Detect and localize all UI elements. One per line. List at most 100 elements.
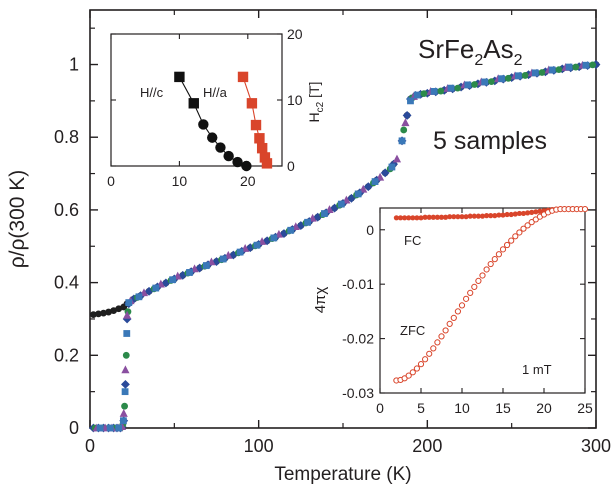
- chi-x-tick-label: 5: [417, 400, 425, 416]
- chi-series-0-point: [455, 214, 461, 220]
- chi-series-0-point: [467, 213, 473, 219]
- chi-series-1-point: [532, 216, 539, 223]
- hc2-inset-axes: 0 10 20 0 10 20: [107, 26, 303, 189]
- chi-series-1-point: [405, 372, 412, 379]
- chi-x-tick-label: 25: [577, 400, 593, 416]
- main-series-1-point: [380, 168, 390, 178]
- chi-x-tick-label: 10: [454, 400, 470, 416]
- main-series-4-point: [152, 284, 160, 292]
- chi-series-0-point: [504, 211, 510, 218]
- chi-series-0-point: [451, 214, 457, 220]
- field-annotation: 1 mT: [522, 362, 552, 377]
- hc2-series-1-point: [254, 133, 265, 144]
- chi-series-1-point: [471, 283, 478, 290]
- chi-series-0-point: [520, 210, 527, 217]
- main-y-tick-label: 0: [69, 418, 79, 438]
- main-series-4-point: [565, 63, 573, 71]
- hc2-series-1-point: [259, 152, 271, 163]
- chi-series-0-point: [537, 208, 543, 214]
- main-y-tick-label: 0.6: [54, 200, 79, 220]
- main-series-4-point: [371, 178, 379, 185]
- main-series-2-point: [122, 351, 130, 359]
- main-series-2-point: [400, 126, 408, 134]
- main-series-2-point: [454, 84, 462, 92]
- hc2-series-0-point: [241, 160, 252, 172]
- main-series-4-point: [119, 417, 127, 425]
- main-x-axis-label: Temperature (K): [274, 464, 411, 485]
- chi-series-1-point: [430, 345, 437, 352]
- main-series-3-point: [119, 409, 128, 417]
- chi-series-0-point: [434, 214, 440, 220]
- main-series-2-point: [420, 90, 428, 97]
- main-series-4-point: [202, 262, 210, 269]
- chi-series-1-point: [458, 302, 466, 309]
- main-series-4-point: [96, 424, 104, 432]
- main-series-2-point: [521, 72, 529, 79]
- main-series-2-point: [572, 63, 580, 71]
- hc2-series-1-point: [261, 158, 273, 169]
- main-y-tick-label: 0.2: [54, 345, 79, 365]
- main-series-1-point: [262, 236, 272, 246]
- main-chart-title: SrFe2As2: [418, 34, 523, 69]
- samples-annotation: 5 samples: [433, 127, 547, 155]
- chi-series-1-point: [508, 237, 515, 244]
- chi-series-1-point: [434, 339, 441, 346]
- chi-series-1-point: [581, 205, 589, 213]
- main-series-4-point: [304, 218, 311, 226]
- chi-series-1-point: [467, 289, 474, 296]
- chi-series-0-point: [484, 213, 490, 219]
- main-series-4-point: [430, 88, 438, 95]
- hc2-y-tick-label: 10: [287, 92, 303, 108]
- hc2-series-label-c: H//c: [140, 85, 164, 100]
- chi-series-0-point: [492, 213, 498, 219]
- chi-y-tick-label: -0.03: [342, 385, 374, 401]
- hc2-x-tick-label: 0: [107, 173, 115, 189]
- main-series-4-point: [515, 72, 522, 80]
- main-series-4-point: [270, 234, 278, 242]
- main-y-tick-label: 0.4: [54, 273, 79, 293]
- chi-inset-frame: [379, 207, 586, 394]
- main-series-2-point: [471, 81, 478, 88]
- main-y-tick-label: 0.8: [54, 127, 79, 147]
- chi-series-0-point: [414, 215, 420, 221]
- chi-series-1-point: [446, 320, 453, 327]
- main-series-4-point: [481, 78, 489, 86]
- main-series-2-point: [121, 402, 128, 410]
- chi-y-tick-label: -0.01: [342, 276, 374, 292]
- hc2-x-tick-label: 20: [240, 173, 256, 189]
- chi-series-1-point: [426, 350, 433, 357]
- main-series-2-point: [555, 66, 563, 74]
- chi-series-1-point: [422, 356, 429, 363]
- main-series-4-point: [135, 293, 143, 301]
- main-y-axis-label: ρ/ρ(300 K): [6, 170, 29, 269]
- chi-x-tick-label: 15: [495, 400, 511, 416]
- main-series-3-point: [392, 154, 402, 163]
- chi-series-0-point: [475, 213, 481, 219]
- hc2-y-axis-label: Hc2 [T]: [306, 82, 326, 123]
- main-series-2-point: [589, 61, 597, 69]
- main-series-4-point: [287, 226, 295, 234]
- chi-x-tick-label: 20: [536, 400, 552, 416]
- chi-series-1-point: [483, 266, 490, 273]
- chi-series-1-point: [438, 333, 445, 340]
- main-series-4-point: [447, 84, 455, 92]
- main-series-4-point: [219, 255, 227, 263]
- chi-series-1-point: [413, 365, 420, 372]
- main-series-4-point: [498, 75, 505, 83]
- main-series-0-point: [100, 309, 107, 317]
- main-series-0-point: [95, 310, 102, 318]
- chi-series-0-point: [406, 215, 412, 221]
- chi-inset-data-points: [393, 205, 589, 384]
- chi-series-0-point: [508, 211, 514, 218]
- main-series-1-point: [402, 110, 412, 120]
- chi-series-0-point: [533, 209, 539, 215]
- main-series-2-point: [504, 74, 512, 82]
- main-series-1-point: [330, 203, 339, 213]
- chi-series-0-point: [496, 212, 502, 218]
- chi-series-0-point: [393, 215, 399, 221]
- chi-series-1-point: [487, 260, 494, 268]
- main-x-tick-label: 0: [85, 436, 95, 456]
- main-series-4-point: [236, 248, 244, 256]
